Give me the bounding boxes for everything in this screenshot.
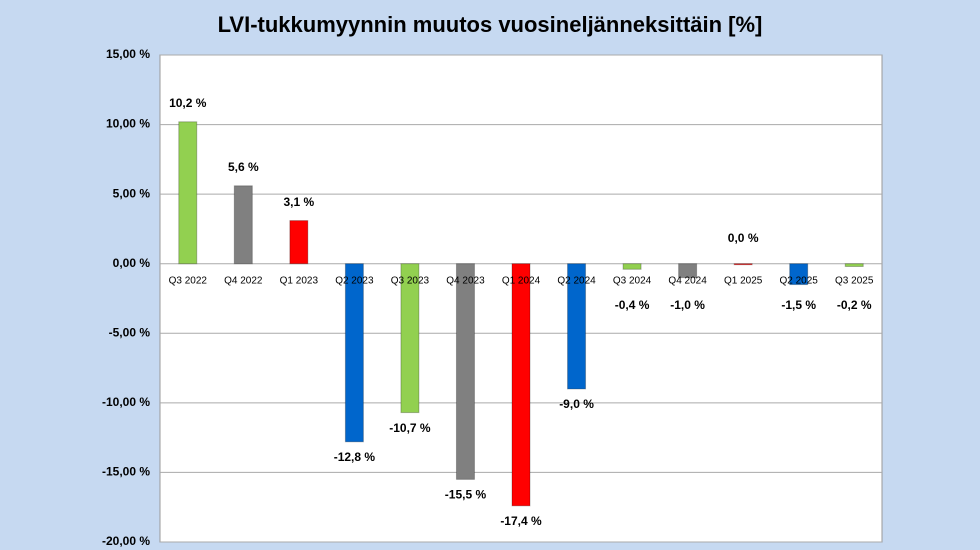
y-tick-label: 5,00 %	[113, 186, 151, 200]
value-label: -9,0 %	[559, 397, 594, 411]
x-tick-label: Q2 2025	[780, 275, 819, 286]
x-tick-label: Q3 2025	[835, 275, 874, 286]
value-label: -12,8 %	[334, 450, 376, 464]
x-tick-label: Q4 2024	[668, 275, 707, 286]
chart-title: LVI-tukkumyynnin muutos vuosineljänneksi…	[218, 12, 763, 37]
value-label: 10,2 %	[169, 96, 207, 110]
x-tick-label: Q1 2023	[280, 275, 319, 286]
bar	[789, 263, 809, 286]
value-label: -1,5 %	[781, 298, 816, 312]
value-label: 3,1 %	[284, 195, 315, 209]
y-tick-label: 10,00 %	[106, 117, 150, 131]
x-tick-label: Q4 2023	[446, 275, 485, 286]
value-label: -1,0 %	[670, 298, 705, 312]
x-tick-label: Q1 2024	[502, 275, 541, 286]
y-tick-label: 15,00 %	[106, 47, 150, 61]
bar	[178, 121, 198, 265]
bar	[511, 263, 531, 507]
bar	[455, 263, 475, 480]
x-tick-label: Q2 2024	[557, 275, 596, 286]
value-label: 0,0 %	[728, 231, 759, 245]
value-label: -17,4 %	[500, 514, 542, 528]
x-tick-label: Q3 2023	[391, 275, 430, 286]
value-label: -10,7 %	[389, 421, 431, 435]
y-tick-label: -20,00 %	[102, 534, 150, 548]
value-label: -15,5 %	[445, 488, 487, 502]
x-tick-label: Q1 2025	[724, 275, 763, 286]
bar	[622, 263, 642, 270]
value-label: -0,2 %	[837, 298, 872, 312]
y-tick-label: -10,00 %	[102, 395, 150, 409]
x-tick-label: Q2 2023	[335, 275, 374, 286]
bar	[233, 185, 253, 265]
bar	[733, 263, 753, 266]
y-tick-label: -5,00 %	[109, 325, 151, 339]
bar	[344, 263, 364, 443]
x-tick-label: Q3 2022	[169, 275, 208, 286]
value-label: -0,4 %	[615, 298, 650, 312]
bar	[567, 263, 587, 390]
bar	[678, 263, 698, 279]
bar	[400, 263, 420, 414]
x-tick-label: Q4 2022	[224, 275, 263, 286]
y-tick-label: 0,00 %	[113, 256, 151, 270]
bar	[844, 263, 864, 267]
bar	[289, 220, 309, 265]
x-tick-label: Q3 2024	[613, 275, 652, 286]
value-label: 5,6 %	[228, 160, 259, 174]
y-tick-label: -15,00 %	[102, 465, 150, 479]
